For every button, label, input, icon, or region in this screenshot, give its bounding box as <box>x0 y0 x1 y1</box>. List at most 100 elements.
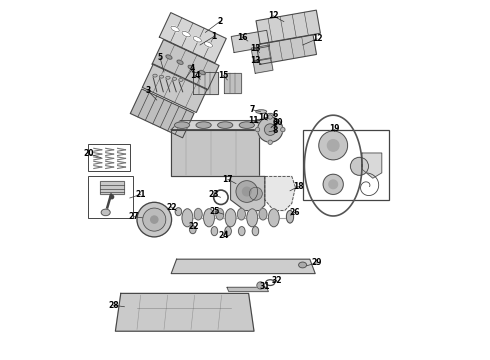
Text: 26: 26 <box>290 208 300 217</box>
Polygon shape <box>159 13 226 63</box>
Text: 17: 17 <box>222 175 233 184</box>
Text: 32: 32 <box>271 276 282 284</box>
Ellipse shape <box>159 75 164 78</box>
Bar <box>100 181 123 194</box>
Polygon shape <box>171 259 315 274</box>
Text: 30: 30 <box>272 118 283 127</box>
Ellipse shape <box>182 209 193 227</box>
Text: 13: 13 <box>250 56 261 65</box>
Text: 28: 28 <box>108 301 119 310</box>
Circle shape <box>319 131 347 160</box>
Text: 20: 20 <box>83 149 94 158</box>
Text: 11: 11 <box>247 116 258 125</box>
Text: 24: 24 <box>218 231 229 240</box>
Polygon shape <box>256 35 317 64</box>
Ellipse shape <box>182 31 190 37</box>
Polygon shape <box>152 40 219 90</box>
Circle shape <box>323 174 343 194</box>
Text: 22: 22 <box>189 222 199 231</box>
Text: 5: 5 <box>157 53 163 62</box>
Ellipse shape <box>247 209 258 227</box>
Text: 27: 27 <box>129 212 140 221</box>
Ellipse shape <box>188 65 194 69</box>
Circle shape <box>255 127 260 132</box>
Ellipse shape <box>267 113 273 117</box>
Ellipse shape <box>211 227 218 236</box>
Polygon shape <box>251 45 271 62</box>
Ellipse shape <box>196 122 211 129</box>
Circle shape <box>350 157 368 175</box>
Ellipse shape <box>174 122 190 129</box>
Text: 14: 14 <box>190 71 200 80</box>
Circle shape <box>236 181 258 202</box>
Ellipse shape <box>166 76 170 79</box>
Ellipse shape <box>177 60 183 64</box>
Ellipse shape <box>179 78 183 81</box>
Text: 23: 23 <box>208 190 219 199</box>
Ellipse shape <box>252 227 259 236</box>
Text: 2: 2 <box>217 17 222 26</box>
Text: 1: 1 <box>211 32 216 41</box>
Text: 4: 4 <box>190 64 196 73</box>
Text: 7: 7 <box>249 105 255 114</box>
Text: 22: 22 <box>166 202 176 212</box>
Ellipse shape <box>225 227 231 236</box>
Ellipse shape <box>204 42 213 47</box>
Ellipse shape <box>204 209 215 227</box>
Text: 29: 29 <box>312 258 322 267</box>
Ellipse shape <box>175 208 182 216</box>
Ellipse shape <box>259 208 267 220</box>
Circle shape <box>243 187 251 196</box>
Circle shape <box>327 140 339 151</box>
Ellipse shape <box>298 262 307 268</box>
Ellipse shape <box>166 55 172 59</box>
Ellipse shape <box>255 120 264 123</box>
Ellipse shape <box>238 208 245 220</box>
Polygon shape <box>171 130 259 176</box>
Text: 9: 9 <box>273 120 278 129</box>
Polygon shape <box>256 10 320 44</box>
Text: 12: 12 <box>312 35 322 44</box>
Ellipse shape <box>172 77 176 80</box>
Circle shape <box>110 195 114 199</box>
Polygon shape <box>224 73 241 93</box>
Ellipse shape <box>256 110 267 113</box>
Ellipse shape <box>216 208 224 220</box>
Polygon shape <box>227 287 269 292</box>
Polygon shape <box>116 293 254 331</box>
Polygon shape <box>193 72 218 94</box>
Ellipse shape <box>239 122 254 129</box>
Bar <box>88 176 133 218</box>
Circle shape <box>281 127 285 132</box>
Ellipse shape <box>101 209 110 216</box>
Circle shape <box>257 282 264 289</box>
Text: 31: 31 <box>260 282 270 291</box>
Ellipse shape <box>193 37 201 42</box>
Ellipse shape <box>199 71 205 75</box>
Ellipse shape <box>171 26 179 32</box>
Ellipse shape <box>266 127 273 130</box>
Text: 19: 19 <box>329 124 339 133</box>
Bar <box>303 130 389 200</box>
Polygon shape <box>143 64 207 112</box>
Ellipse shape <box>265 122 272 126</box>
Circle shape <box>329 180 338 189</box>
Ellipse shape <box>194 208 202 220</box>
Text: 6: 6 <box>272 110 277 119</box>
Text: 12: 12 <box>268 12 278 21</box>
Circle shape <box>249 187 262 200</box>
Ellipse shape <box>239 227 245 236</box>
Ellipse shape <box>286 210 294 223</box>
Ellipse shape <box>218 122 233 129</box>
Circle shape <box>137 202 172 237</box>
Circle shape <box>268 140 272 144</box>
Polygon shape <box>265 176 295 211</box>
Bar <box>88 144 130 171</box>
Text: 3: 3 <box>145 86 150 95</box>
Text: 16: 16 <box>237 33 247 42</box>
Circle shape <box>143 208 166 231</box>
Text: 13: 13 <box>250 44 261 53</box>
Circle shape <box>151 216 158 223</box>
Polygon shape <box>171 121 269 130</box>
Ellipse shape <box>153 74 157 77</box>
